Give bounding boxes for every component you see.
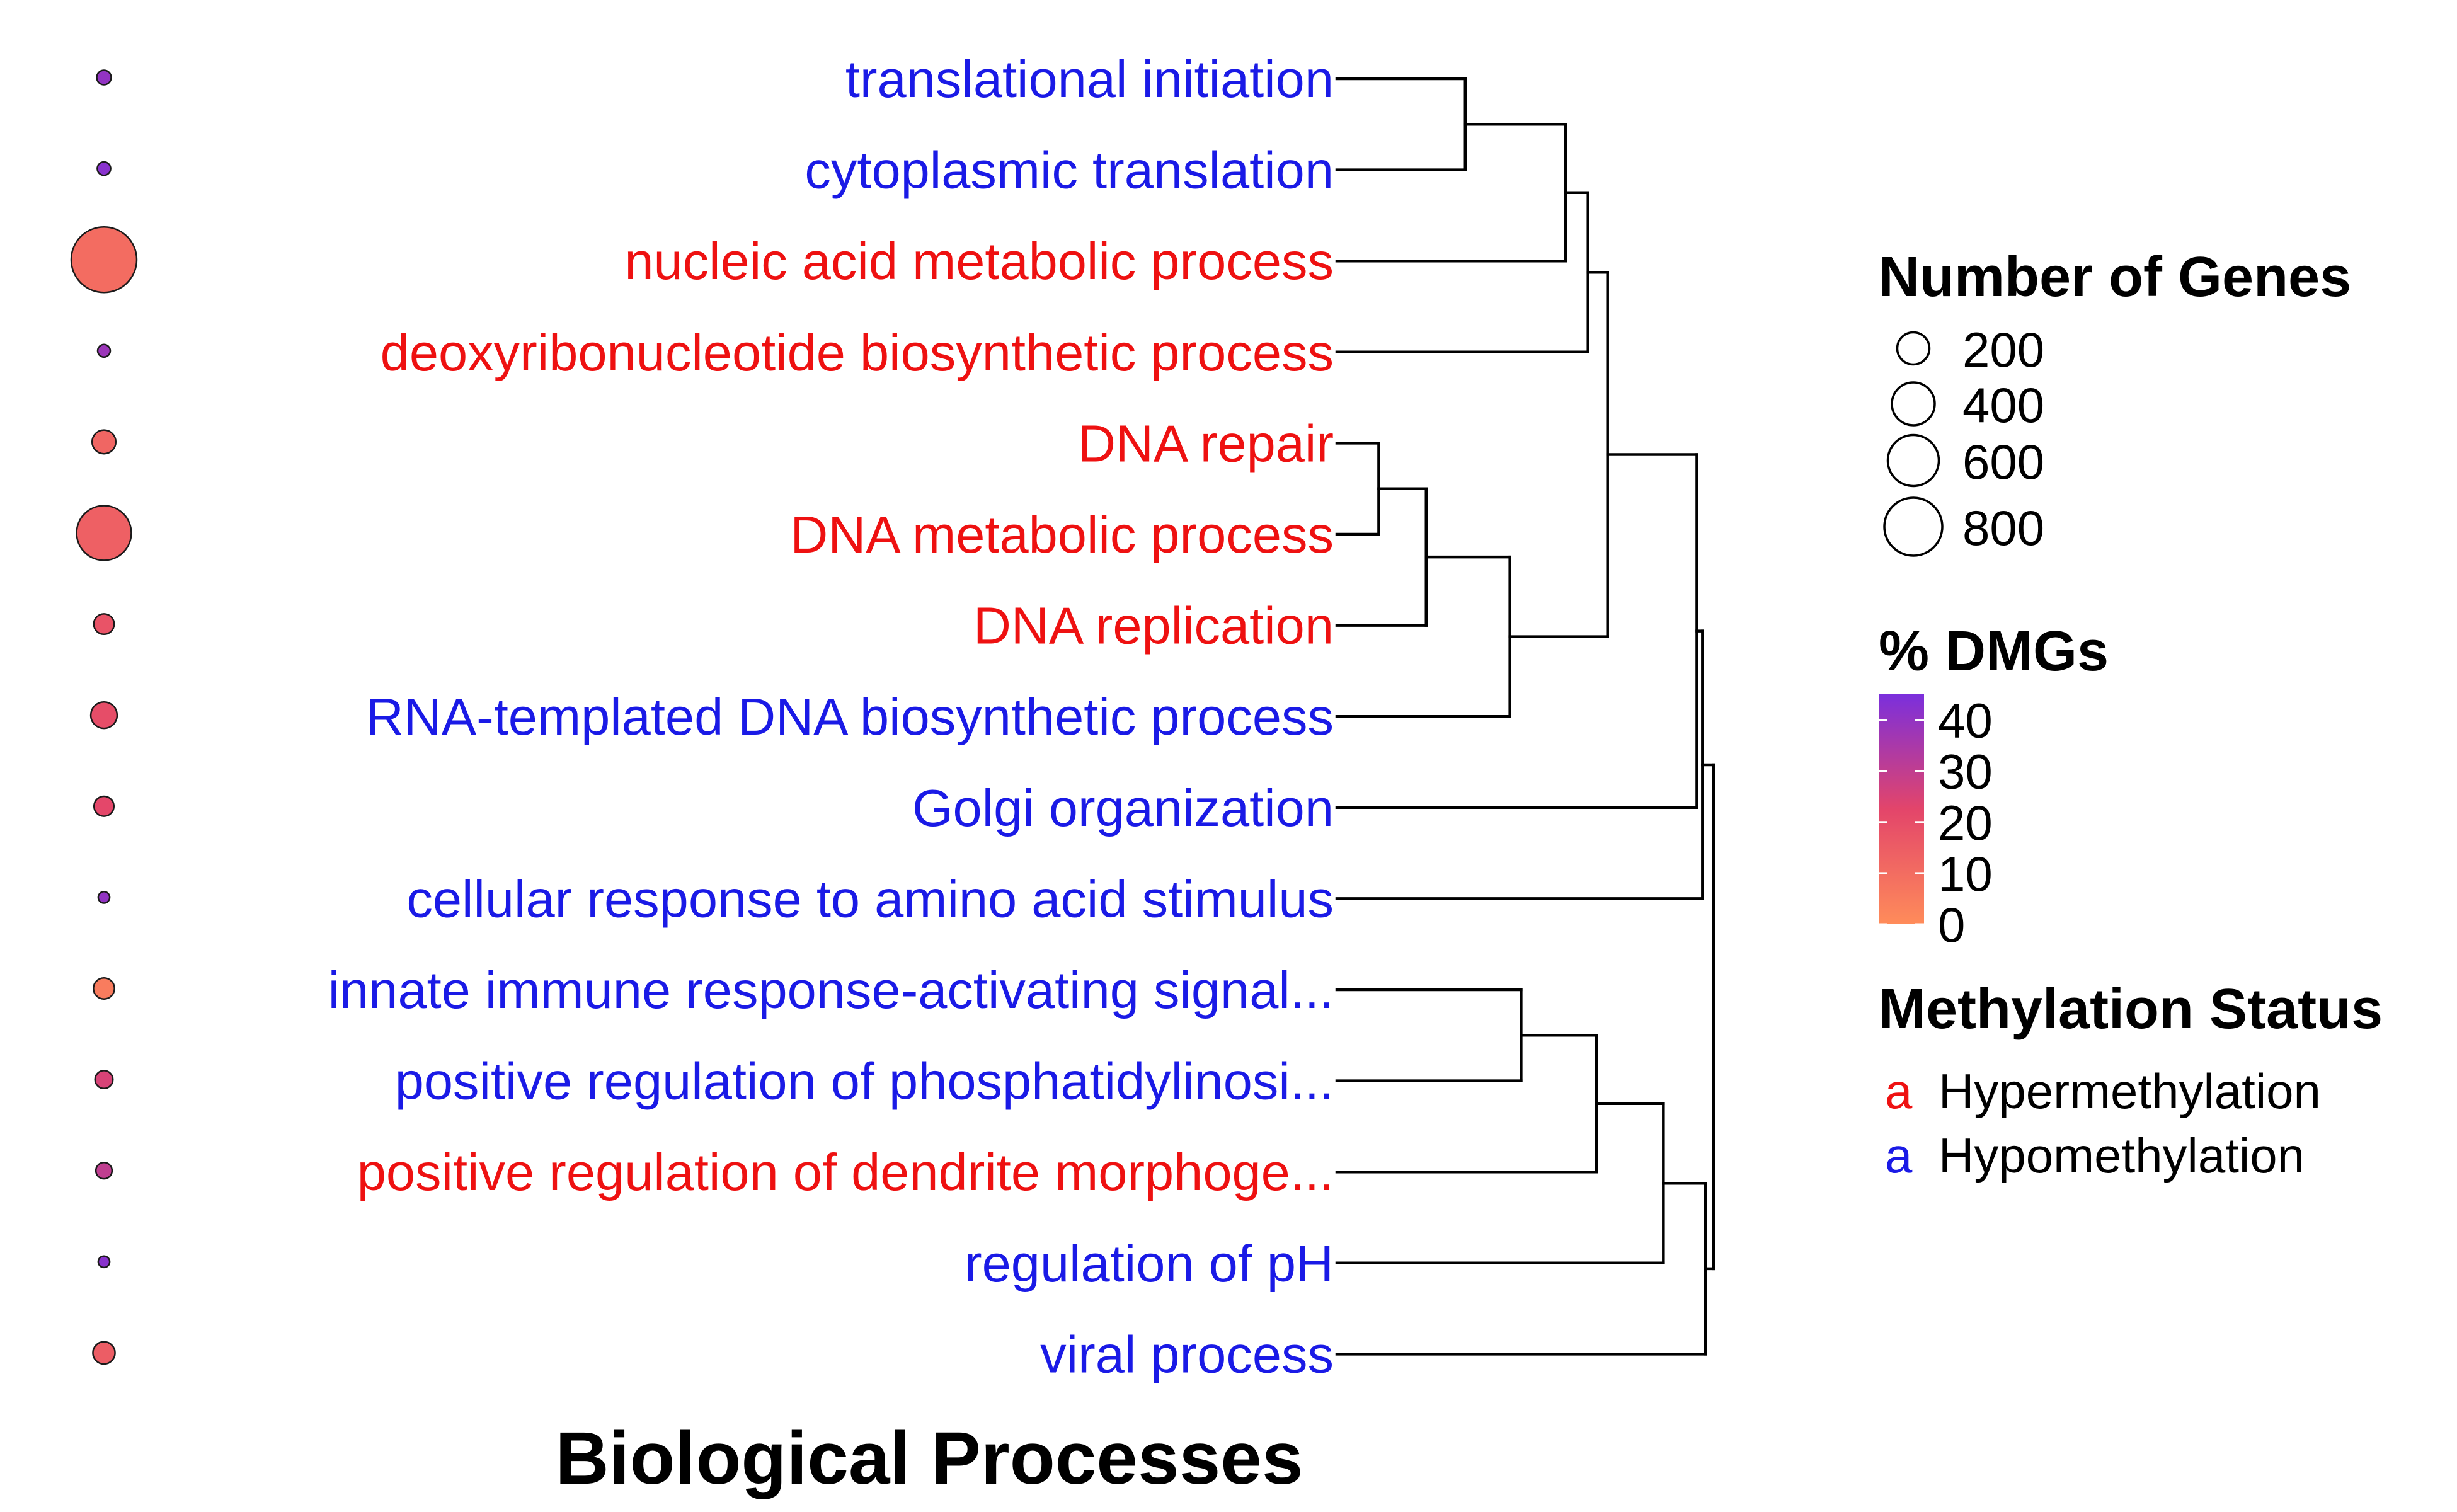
term-label: innate immune response-activating signal…	[328, 961, 1334, 1019]
gene-count-dot	[96, 343, 112, 358]
colorbar-tick-label: 20	[1938, 795, 1993, 850]
term-label: positive regulation of phosphatidylinosi…	[395, 1052, 1334, 1111]
size-legend-circle	[1896, 331, 1931, 366]
gene-count-dot	[96, 69, 112, 86]
gene-count-dot	[94, 1070, 114, 1090]
gene-count-dot	[97, 1255, 111, 1269]
gene-count-dot	[89, 701, 118, 730]
term-label: nucleic acid metabolic process	[624, 232, 1334, 290]
term-label: translational initiation	[845, 50, 1334, 108]
term-label: DNA replication	[973, 597, 1334, 655]
size-legend-title: Number of Genes	[1879, 246, 2351, 309]
term-label: RNA-templated DNA biosynthetic process	[366, 687, 1334, 746]
gene-count-dot	[93, 613, 115, 636]
term-label: DNA repair	[1078, 414, 1334, 472]
dendrogram	[1335, 77, 1715, 1356]
color-legend-title: % DMGs	[1879, 620, 2109, 683]
size-legend-label: 600	[1962, 434, 2044, 490]
colorbar-tick-label: 10	[1938, 846, 1993, 902]
term-labels: translational initiation cytoplasmic tran…	[328, 50, 1334, 1383]
gene-count-dot	[93, 795, 115, 817]
term-label: DNA metabolic process	[790, 505, 1334, 564]
size-legend-circle	[1883, 496, 1944, 557]
gene-count-dots	[70, 69, 138, 1365]
gene-count-dot	[76, 505, 132, 561]
colorbar-tick-label: 40	[1938, 693, 1993, 748]
gene-count-dot	[70, 226, 138, 294]
size-legend-circle	[1886, 433, 1940, 488]
gene-count-dot	[96, 161, 112, 176]
gene-count-dot	[93, 977, 115, 1000]
term-label: positive regulation of dendrite morphoge…	[357, 1143, 1334, 1201]
term-label: Golgi organization	[912, 779, 1334, 837]
term-label: cytoplasmic translation	[805, 141, 1334, 200]
gene-count-dot	[92, 1341, 116, 1365]
status-legend-title: Methylation Status	[1879, 978, 2383, 1041]
colorbar-tick-label: 30	[1938, 744, 1993, 799]
gene-count-dot	[91, 429, 117, 455]
chart-title: Biological Processes	[555, 1417, 1303, 1500]
colorbar-tick-label: 0	[1938, 897, 1965, 953]
term-label: regulation of pH	[965, 1234, 1334, 1293]
term-label: deoxyribonucleotide biosynthetic process	[381, 323, 1334, 382]
status-legend-label: Hypermethylation	[1939, 1063, 2321, 1119]
status-legend: Methylation Status a Hypermethylation a Hyp…	[1879, 978, 2383, 1183]
dmg-colorbar	[1879, 694, 1924, 924]
status-legend-key: a	[1885, 1063, 1913, 1119]
status-legend-label: Hypomethylation	[1939, 1128, 2305, 1183]
size-legend-circle	[1891, 381, 1936, 427]
term-label: viral process	[1040, 1325, 1334, 1383]
term-label: cellular response to amino acid stimulus	[406, 869, 1334, 928]
gene-count-dot	[94, 1162, 113, 1180]
status-legend-key: a	[1885, 1128, 1913, 1183]
size-legend-label: 400	[1962, 377, 2044, 433]
gene-count-dot	[97, 891, 111, 904]
size-legend-label: 200	[1962, 322, 2044, 377]
size-legend-label: 800	[1962, 500, 2044, 556]
